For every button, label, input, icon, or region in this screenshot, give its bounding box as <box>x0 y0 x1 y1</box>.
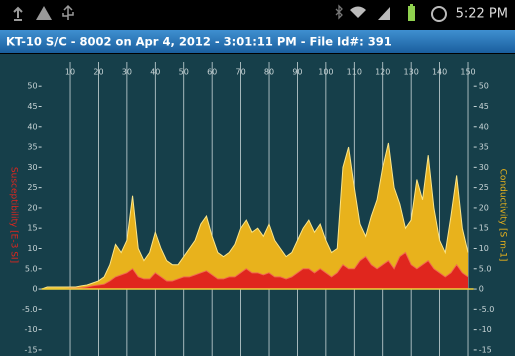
y-tick-label: -15 <box>25 345 38 354</box>
x-tick-label: 140 <box>432 68 447 77</box>
y2-axis-label: Conductivity [S m-1] <box>498 169 508 262</box>
status-icons-right <box>335 4 447 22</box>
y-tick-label: 35 <box>27 143 37 152</box>
y2-tick-label: 0 <box>479 285 484 294</box>
y-tick-label: 50 <box>27 82 37 91</box>
y-tick-label: 20 <box>27 203 37 212</box>
y2-tick-label: -10 <box>479 325 492 334</box>
area-outline <box>41 142 469 290</box>
title-bar <box>0 30 515 53</box>
y-tick-label: 30 <box>27 163 37 172</box>
app-title: KT-10 S/C - 8002 on Apr 4, 2012 - 3:01:1… <box>6 35 392 49</box>
plot-background <box>0 54 515 356</box>
x-tick-label: 30 <box>122 68 132 77</box>
x-tick-label: 130 <box>404 68 419 77</box>
y2-tick-label: 15 <box>479 224 489 233</box>
x-tick-label: 10 <box>65 68 75 77</box>
x-tick-label: 80 <box>264 68 274 77</box>
x-tick-label: 40 <box>150 68 160 77</box>
y2-tick-label: 10 <box>479 244 489 253</box>
y-axis-label: Susceptibility [E-3 SI] <box>9 167 19 263</box>
y-tick-label: -5.0 <box>22 305 38 314</box>
x-tick-label: 70 <box>235 68 245 77</box>
y2-tick-label: 35 <box>479 143 489 152</box>
x-tick-label: 90 <box>292 68 302 77</box>
y2-tick-label: -15 <box>479 345 492 354</box>
y-tick-label: 5.0 <box>25 264 38 273</box>
y-tick-label: 15 <box>27 224 37 233</box>
y2-tick-label: 45 <box>479 102 489 111</box>
area-outline <box>41 251 469 290</box>
area <box>41 143 469 290</box>
status-time: 5:22 PM <box>456 7 508 22</box>
x-tick-label: 120 <box>375 68 390 77</box>
area <box>41 252 469 290</box>
y2-tick-label: 25 <box>479 183 489 192</box>
y2-tick-label: 20 <box>479 203 489 212</box>
plot: 10 20 30 40 50 60 70 80 90 100 110 120 130 140 1505045… <box>22 62 494 356</box>
y2-tick-label: 30 <box>479 163 489 172</box>
y2-tick-label: 5.0 <box>479 264 492 273</box>
x-tick-label: 20 <box>93 68 103 77</box>
y-tick-label: -10 <box>25 325 38 334</box>
x-tick-label: 60 <box>207 68 217 77</box>
y-tick-label: 40 <box>27 122 37 131</box>
x-tick-label: 150 <box>460 68 475 77</box>
y2-tick-label: 50 <box>479 82 489 91</box>
y-tick-label: 25 <box>27 183 37 192</box>
status-icons-left <box>13 4 74 21</box>
y-tick-label: 45 <box>27 102 37 111</box>
y-tick-label: 0 <box>33 285 38 294</box>
y2-tick-label: -5.0 <box>479 305 495 314</box>
y-tick-label: 10 <box>27 244 37 253</box>
x-tick-label: 50 <box>179 68 189 77</box>
x-tick-label: 110 <box>347 68 362 77</box>
y2-tick-label: 40 <box>479 122 489 131</box>
x-tick-label: 100 <box>318 68 333 77</box>
status-bar <box>0 0 515 27</box>
